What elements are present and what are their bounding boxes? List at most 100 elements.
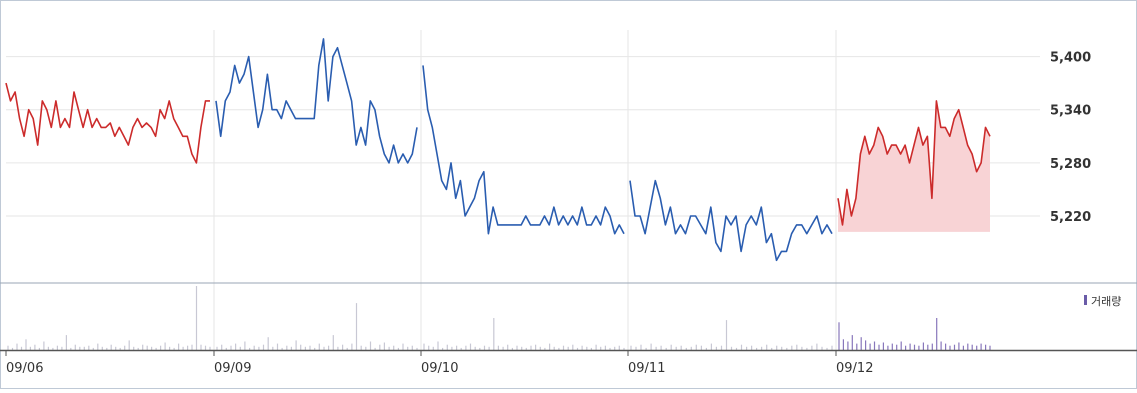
volume-bar: [761, 346, 763, 350]
price-fill-area: [838, 100, 990, 232]
volume-bar: [600, 346, 602, 350]
volume-bar: [119, 347, 121, 350]
volume-bar: [756, 347, 758, 350]
x-tick-label: 09/09: [214, 361, 251, 376]
volume-bar: [328, 345, 330, 350]
volume-bar: [286, 345, 288, 350]
volume-bar: [746, 346, 748, 350]
volume-bar: [558, 347, 560, 350]
volume-bar: [309, 345, 311, 350]
volume-bar: [635, 346, 637, 350]
volume-bar: [262, 344, 265, 350]
volume-bar: [456, 345, 458, 350]
volume-bar: [83, 346, 85, 350]
volume-bar: [169, 346, 171, 350]
volume-bar: [88, 345, 90, 350]
volume-bar: [432, 346, 434, 350]
volume-bar: [483, 345, 486, 350]
series-fill-09/12: [838, 100, 990, 232]
volume-bar: [142, 344, 144, 350]
volume-bar: [479, 347, 481, 350]
volume-bar: [650, 343, 652, 350]
volume-bar: [38, 347, 40, 350]
volume-bar: [572, 344, 574, 350]
volume-bar: [905, 345, 907, 350]
volume-bar: [949, 345, 951, 350]
volume-bar: [604, 345, 606, 350]
volume-bar: [630, 345, 632, 350]
volume-bar: [544, 347, 546, 350]
volume-bar: [146, 345, 148, 350]
x-tick-label: 09/11: [628, 361, 665, 376]
volume-bar: [976, 345, 978, 350]
volume-bar: [549, 343, 551, 350]
volume-bar: [776, 345, 778, 350]
volume-bar: [101, 346, 103, 350]
volume-bar: [953, 344, 956, 350]
volume-bar: [856, 343, 858, 350]
volume-bar: [586, 346, 588, 350]
volume-bar: [191, 344, 193, 350]
volume-bar: [665, 347, 667, 350]
volume-legend: 거래량: [1084, 295, 1121, 308]
volume-bar: [397, 347, 399, 350]
volume-bar: [97, 343, 99, 350]
volume-bar: [891, 343, 893, 350]
volume-bar: [137, 347, 139, 350]
volume-bar: [869, 343, 871, 350]
volume-bar: [314, 347, 316, 350]
volume-bar: [576, 347, 579, 350]
volume-legend-marker: [1084, 295, 1087, 305]
volume-bar: [351, 343, 353, 350]
volume-bar: [151, 346, 153, 350]
volume-bar: [931, 343, 933, 350]
volume-bar: [645, 347, 647, 350]
volume-bar: [581, 345, 583, 350]
volume-bar: [927, 344, 929, 350]
volume-bar: [290, 346, 292, 350]
volume-bar: [502, 346, 504, 350]
volume-bar: [295, 340, 297, 350]
y-tick-label: 5,400: [1050, 51, 1091, 66]
volume-bar: [618, 345, 620, 350]
volume-bar: [304, 346, 306, 350]
volume-bar: [945, 343, 947, 350]
volume-bar: [451, 346, 453, 350]
volume-bar: [521, 346, 523, 350]
volume-bar: [700, 345, 702, 350]
volume-bar: [685, 347, 687, 350]
y-tick-label: 5,340: [1050, 104, 1091, 119]
volume-bar: [918, 345, 920, 350]
volume-bar: [182, 346, 184, 350]
volume-bar: [851, 335, 853, 350]
volume-bar: [369, 341, 372, 350]
price-line-09/11: [629, 179, 833, 262]
volume-bar: [535, 344, 537, 350]
volume-legend-label: 거래량: [1091, 295, 1121, 308]
volume-bar: [221, 344, 223, 350]
volume-bar: [796, 344, 798, 350]
volume-bar: [230, 345, 232, 350]
volume-bar: [493, 318, 495, 350]
volume-bar: [249, 347, 251, 350]
volume-bar: [7, 345, 9, 350]
volume-bar: [705, 347, 707, 350]
volume-bar: [623, 347, 625, 350]
volume-bar: [530, 345, 532, 350]
volume-bar: [209, 346, 211, 350]
volume-bar: [428, 345, 430, 350]
volume-bar: [244, 341, 246, 350]
volume-bar: [34, 344, 36, 350]
price-line-09/10: [422, 65, 625, 235]
volume-bar: [442, 347, 444, 350]
volume-bar: [675, 346, 677, 350]
x-tick-label: 09/12: [836, 361, 873, 376]
volume-bar: [497, 345, 499, 350]
volume-bar: [110, 344, 112, 350]
volume-bar: [323, 346, 325, 350]
volume-bar: [909, 343, 911, 350]
volume-bar: [173, 347, 175, 350]
volume-bar: [860, 337, 862, 350]
y-tick-label: 5,280: [1050, 157, 1091, 172]
volume-bar: [423, 343, 425, 350]
